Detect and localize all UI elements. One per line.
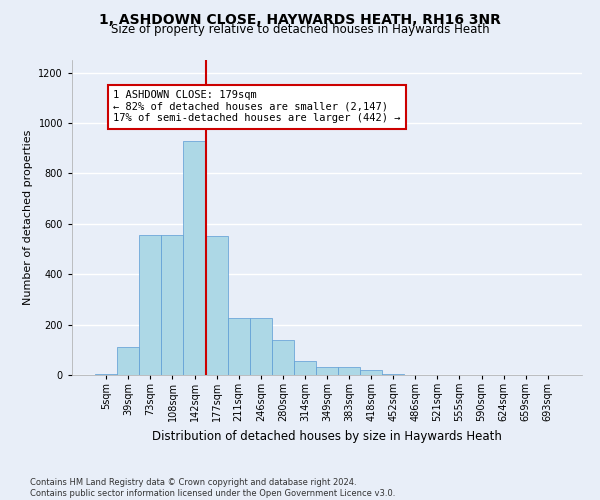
Bar — [360, 370, 382, 375]
Bar — [294, 361, 316, 375]
Text: Size of property relative to detached houses in Haywards Heath: Size of property relative to detached ho… — [110, 22, 490, 36]
Bar — [227, 318, 250, 375]
Bar — [316, 368, 338, 375]
Bar — [338, 368, 360, 375]
Bar — [382, 374, 404, 375]
X-axis label: Distribution of detached houses by size in Haywards Heath: Distribution of detached houses by size … — [152, 430, 502, 443]
Bar — [250, 318, 272, 375]
Text: Contains HM Land Registry data © Crown copyright and database right 2024.
Contai: Contains HM Land Registry data © Crown c… — [30, 478, 395, 498]
Bar — [139, 235, 161, 375]
Bar — [117, 348, 139, 375]
Text: 1, ASHDOWN CLOSE, HAYWARDS HEATH, RH16 3NR: 1, ASHDOWN CLOSE, HAYWARDS HEATH, RH16 3… — [99, 12, 501, 26]
Bar — [184, 140, 206, 375]
Bar — [272, 340, 294, 375]
Bar — [95, 374, 117, 375]
Text: 1 ASHDOWN CLOSE: 179sqm
← 82% of detached houses are smaller (2,147)
17% of semi: 1 ASHDOWN CLOSE: 179sqm ← 82% of detache… — [113, 90, 400, 124]
Y-axis label: Number of detached properties: Number of detached properties — [23, 130, 33, 305]
Bar — [161, 235, 184, 375]
Bar — [206, 236, 227, 375]
